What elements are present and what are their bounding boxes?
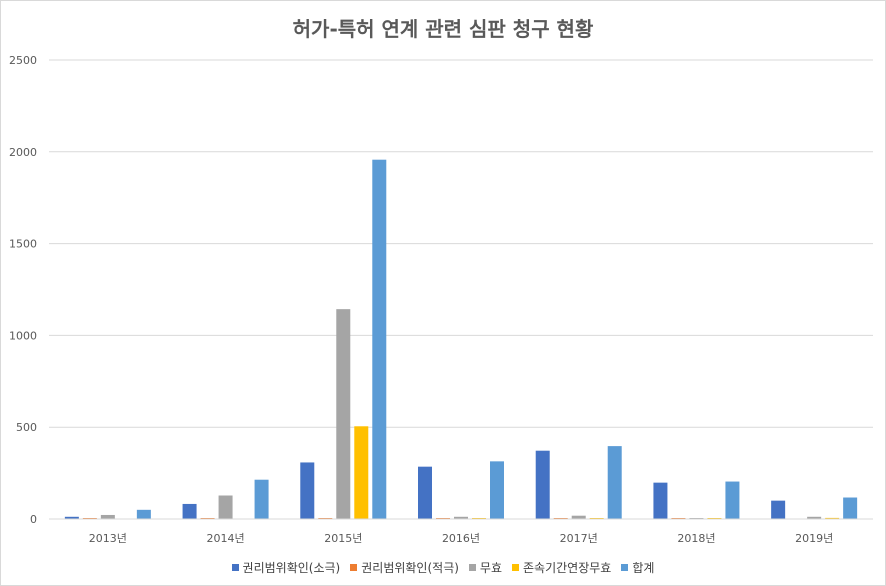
chart-title: 허가-특허 연계 관련 심판 청구 현황 bbox=[292, 17, 594, 41]
x-tick-label: 2015년 bbox=[324, 532, 362, 545]
bar bbox=[607, 446, 622, 519]
legend-item: 합계 bbox=[621, 559, 654, 576]
legend-swatch bbox=[621, 564, 629, 571]
bar bbox=[354, 426, 369, 519]
x-tick-label: 2018년 bbox=[677, 532, 715, 545]
x-tick-label: 2016년 bbox=[442, 532, 480, 545]
bar bbox=[418, 466, 432, 519]
legend-label: 합계 bbox=[632, 561, 655, 575]
legend-swatch bbox=[350, 564, 358, 571]
bar bbox=[725, 481, 740, 519]
legend-swatch bbox=[231, 564, 239, 571]
y-tick-label: 2500 bbox=[9, 54, 37, 67]
x-tick-label: 2019년 bbox=[795, 532, 833, 545]
bar bbox=[372, 159, 387, 519]
legend-item: 권리범위확인(적극) bbox=[350, 559, 459, 576]
legend-item: 권리범위확인(소극) bbox=[231, 559, 341, 576]
bar bbox=[64, 516, 79, 519]
bar bbox=[100, 514, 115, 519]
bar bbox=[771, 500, 786, 519]
bar bbox=[490, 461, 504, 519]
bar bbox=[336, 309, 351, 519]
y-tick-label: 1000 bbox=[9, 329, 37, 342]
x-tick-label: 2014년 bbox=[207, 532, 245, 545]
bar bbox=[218, 495, 233, 519]
bar bbox=[653, 482, 668, 519]
legend-label: 무효 bbox=[479, 561, 503, 575]
bar bbox=[843, 497, 858, 519]
y-tick-label: 2000 bbox=[9, 146, 37, 159]
x-tick-label: 2017년 bbox=[560, 532, 598, 545]
legend-label: 권리범위확인(적극) bbox=[361, 561, 459, 575]
bar bbox=[182, 503, 197, 519]
bar bbox=[571, 515, 586, 519]
legend-swatch bbox=[468, 564, 476, 571]
legend-label: 권리범위확인(소극) bbox=[242, 561, 341, 575]
legend-item: 무효 bbox=[468, 559, 503, 576]
bar bbox=[807, 516, 822, 519]
y-tick-label: 1500 bbox=[9, 238, 37, 251]
bar bbox=[825, 517, 840, 519]
bar bbox=[136, 509, 151, 519]
legend-label: 존속기간연장무효 bbox=[523, 561, 612, 575]
bar bbox=[454, 516, 468, 519]
bar bbox=[300, 462, 315, 519]
bar bbox=[254, 479, 269, 519]
legend: 권리범위확인(소극) 권리범위확인(적극) 무효 존속기간연장무효 합계 bbox=[1, 559, 885, 576]
legend-item: 존속기간연장무효 bbox=[512, 559, 611, 576]
x-tick-label: 2013년 bbox=[89, 532, 127, 545]
y-tick-label: 0 bbox=[30, 513, 37, 526]
legend-swatch bbox=[512, 564, 520, 571]
y-tick-label: 500 bbox=[16, 421, 37, 434]
bar bbox=[535, 450, 550, 519]
